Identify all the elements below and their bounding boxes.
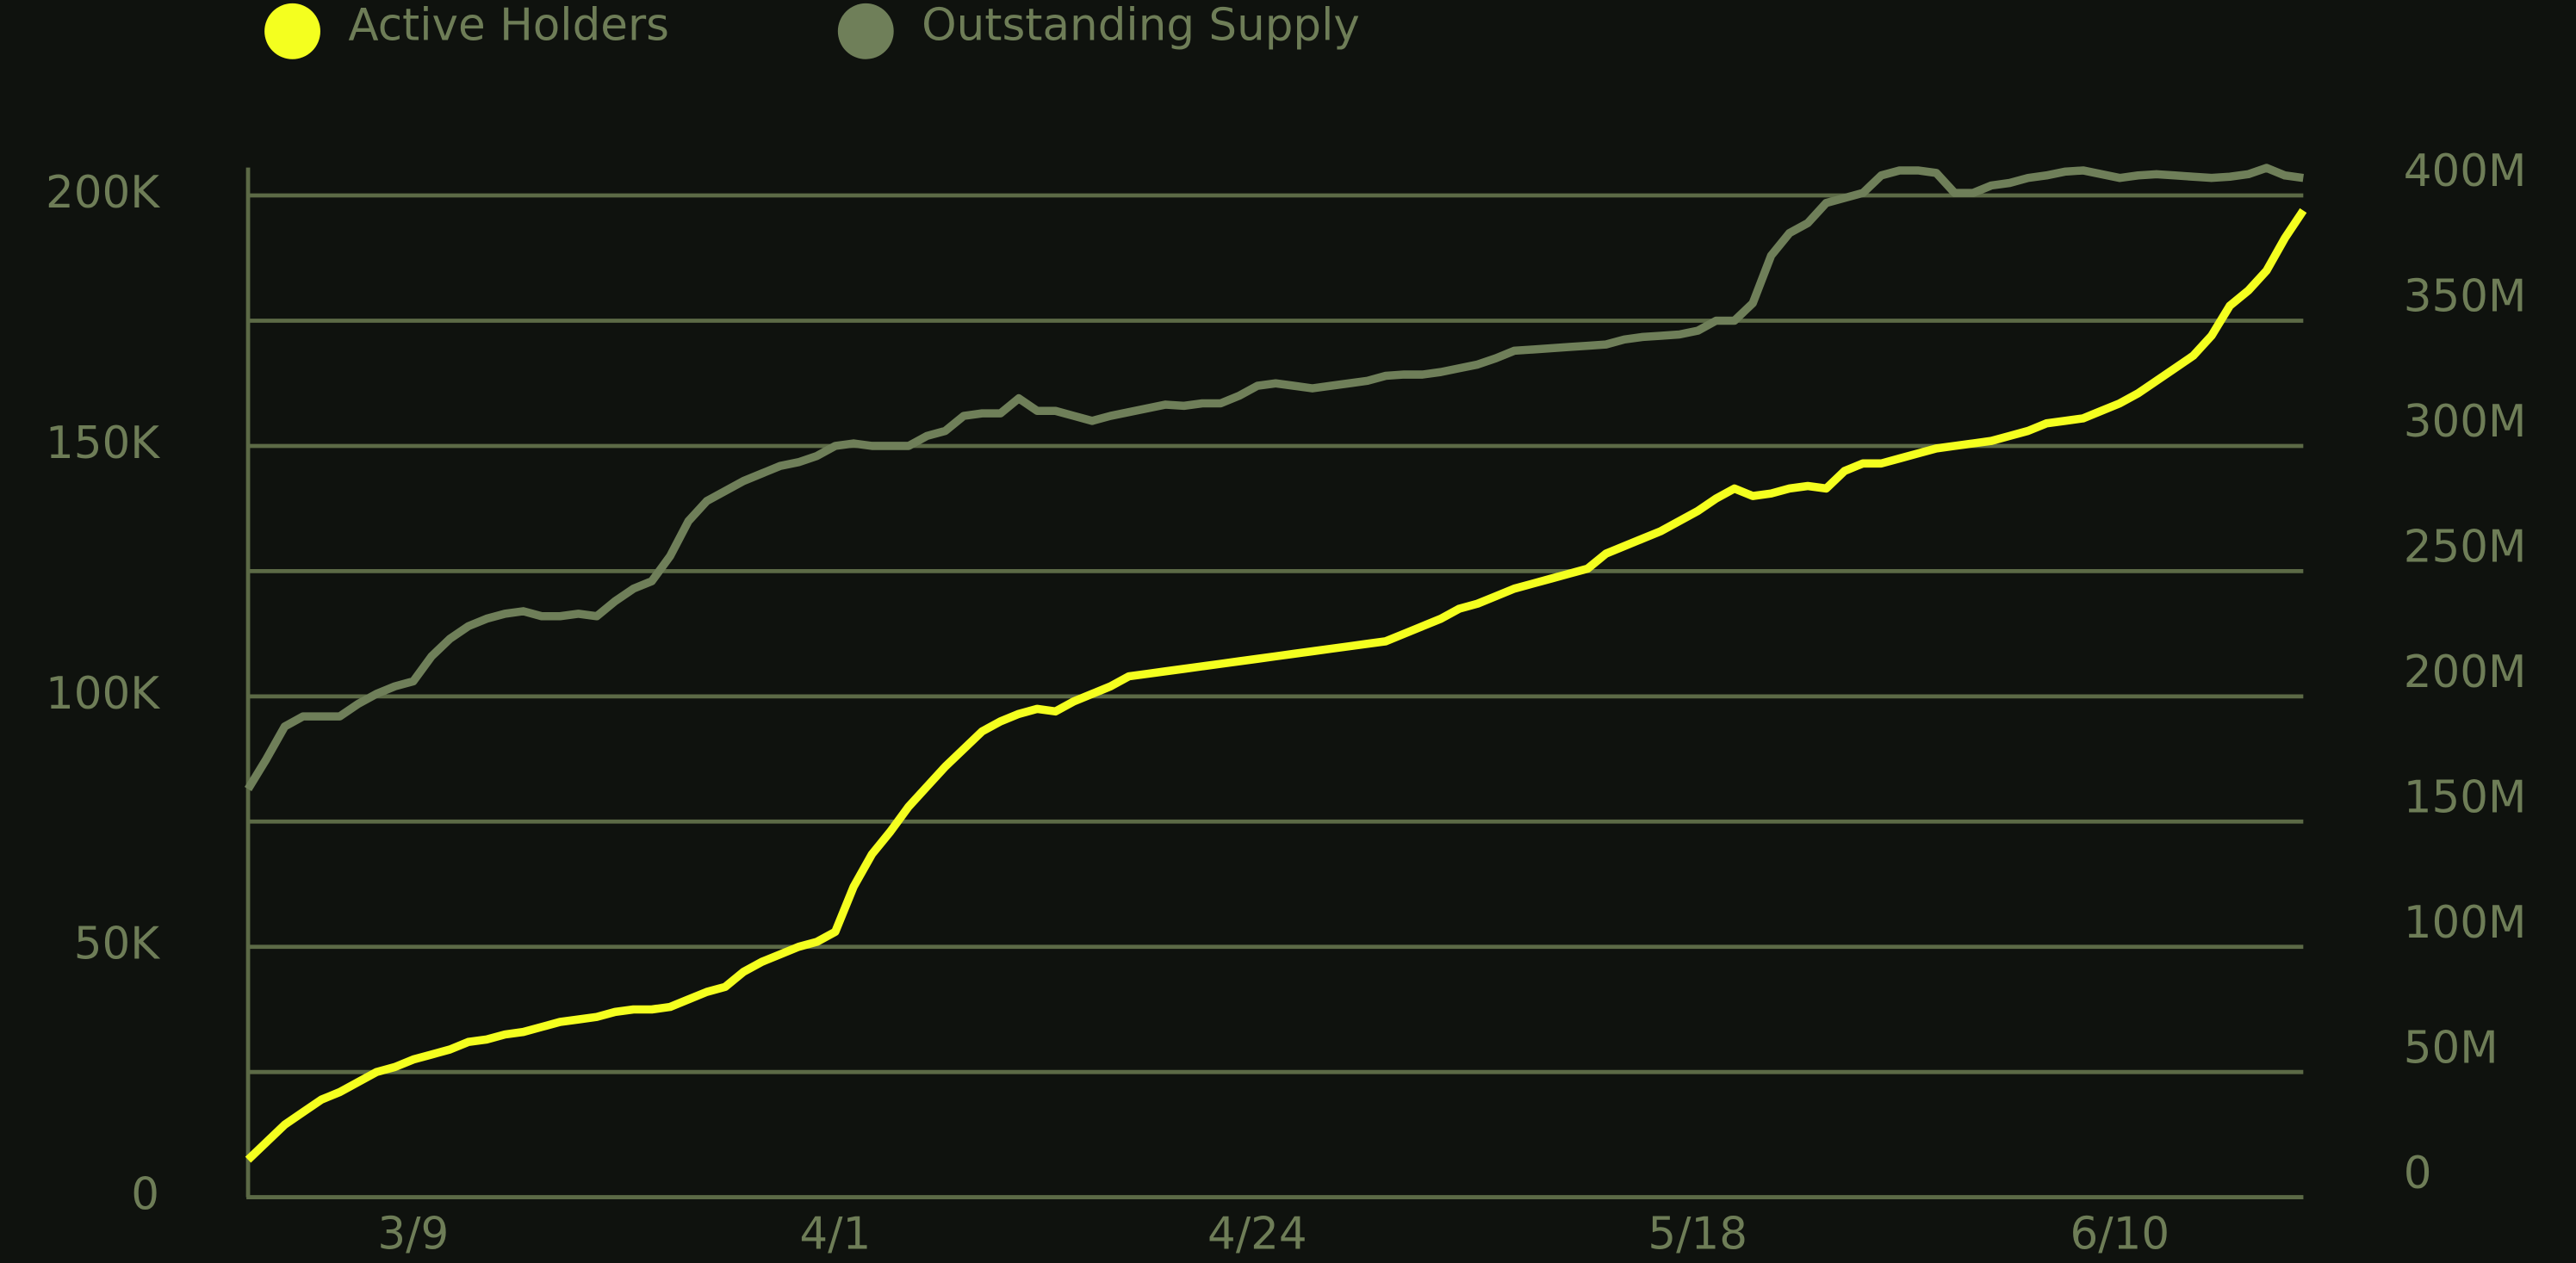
series-line: [245, 207, 2307, 1163]
x-tick-label: 5/18: [1648, 1208, 1747, 1260]
y2-tick-label: 250M: [2404, 522, 2527, 573]
y2-tick-label: 50M: [2404, 1022, 2498, 1074]
legend-label: Active Holders: [348, 0, 669, 51]
y-tick-label: 150K: [46, 418, 160, 469]
y2-tick-label: 200M: [2404, 647, 2527, 698]
y-tick-label: 200K: [46, 167, 160, 219]
y2-tick-label: 100M: [2404, 897, 2527, 949]
x-tick-label: 4/1: [799, 1208, 871, 1260]
legend-label: Outstanding Supply: [922, 0, 1360, 51]
y-tick-label: 0: [131, 1169, 159, 1221]
y2-tick-label: 150M: [2404, 771, 2527, 823]
y2-tick-label: 350M: [2404, 271, 2527, 323]
y-tick-label: 50K: [74, 919, 161, 970]
x-tick-label: 3/9: [377, 1208, 449, 1260]
legend-swatch: [264, 3, 320, 59]
x-tick-label: 6/10: [2070, 1208, 2169, 1260]
legend-swatch: [837, 3, 894, 59]
series-line: [244, 164, 2304, 791]
y2-tick-label: 0: [2404, 1148, 2432, 1199]
y2-tick-label: 400M: [2404, 145, 2527, 197]
y-tick-label: 100K: [46, 668, 160, 720]
x-tick-label: 4/24: [1207, 1208, 1307, 1260]
y2-tick-label: 300M: [2404, 396, 2527, 448]
